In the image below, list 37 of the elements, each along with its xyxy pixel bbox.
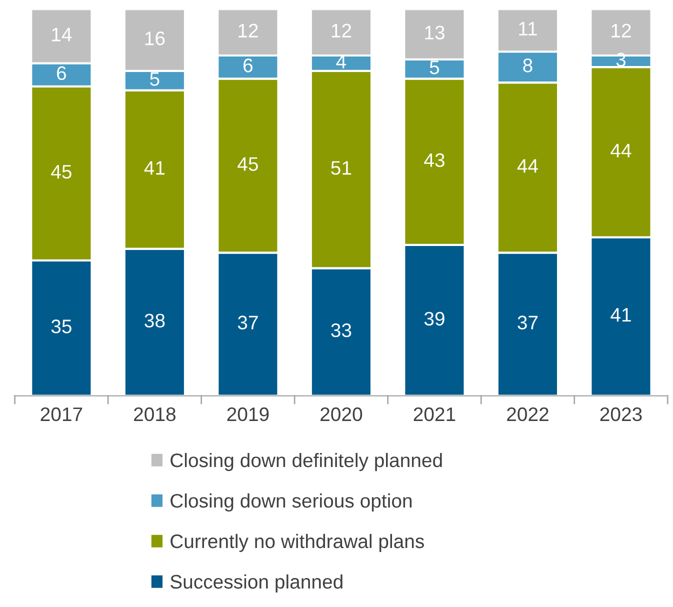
data-label: 39 (424, 312, 444, 326)
data-label: 41 (610, 308, 631, 322)
legend-label: Succession planned (170, 574, 342, 593)
data-label: 37 (518, 316, 538, 330)
data-label: 5 (430, 60, 440, 74)
data-label: 45 (51, 165, 72, 179)
data-label: 41 (144, 161, 165, 175)
data-label: 12 (238, 24, 258, 38)
x-tick-label: 2020 (320, 407, 362, 422)
x-tick-label: 2021 (414, 407, 456, 422)
x-tick-label: 2022 (507, 407, 548, 422)
x-tick-label: 2023 (600, 407, 642, 422)
data-label: 44 (517, 159, 538, 173)
legend-label: Currently no withdrawal plans (170, 534, 424, 552)
data-label: 14 (52, 28, 72, 42)
legend-label: Closing down definitely planned (170, 452, 442, 472)
data-label: 5 (150, 72, 160, 86)
data-label: 6 (244, 58, 253, 72)
data-label: 35 (51, 320, 72, 334)
x-tick-label: 2017 (40, 407, 82, 422)
x-tick-label: 2019 (227, 407, 269, 422)
x-tick-label: 2018 (134, 407, 176, 422)
data-label: 51 (331, 161, 352, 175)
data-label: 8 (523, 58, 532, 72)
data-label: 33 (331, 323, 352, 338)
data-label: 11 (519, 22, 537, 36)
data-label: 45 (238, 157, 258, 171)
data-label: 43 (424, 153, 444, 168)
data-label: 6 (57, 66, 66, 80)
data-label: 12 (332, 24, 352, 38)
data-label: 44 (610, 144, 632, 158)
data-label: 38 (144, 314, 165, 328)
data-label: 12 (612, 24, 631, 38)
legend-label: Closing down serious option (170, 493, 412, 512)
data-label: 16 (145, 31, 165, 46)
data-label: 13 (425, 26, 444, 40)
data-label: 37 (238, 316, 258, 330)
